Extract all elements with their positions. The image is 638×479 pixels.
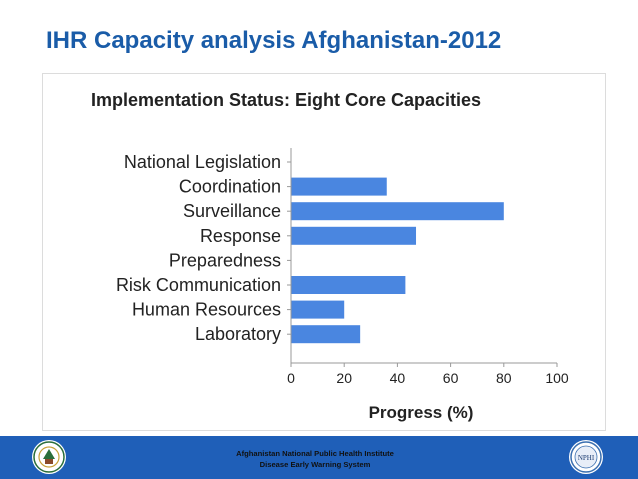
x-tick-label: 60	[443, 370, 459, 386]
anphi-seal-logo	[32, 440, 66, 474]
category-label: Human Resources	[132, 300, 281, 320]
bar	[291, 276, 406, 294]
bar	[291, 177, 387, 196]
chart-frame: Implementation Status: Eight Core Capaci…	[42, 73, 606, 431]
x-tick-label: 40	[390, 370, 406, 386]
category-label: Response	[200, 226, 281, 246]
x-tick-label: 80	[496, 370, 512, 386]
chart-title: Implementation Status: Eight Core Capaci…	[91, 90, 481, 110]
footer-institute-name: Afghanistan National Public Health Insti…	[236, 449, 394, 458]
x-axis-label: Progress (%)	[369, 403, 474, 422]
slide-title: IHR Capacity analysis Afghanistan-2012	[46, 27, 502, 54]
category-label: Coordination	[179, 177, 281, 197]
footer-bar	[0, 436, 638, 479]
category-label: Surveillance	[183, 201, 281, 221]
category-label: Risk Communication	[116, 275, 281, 295]
footer-system-name: Disease Early Warning System	[259, 460, 371, 469]
nphi-logo-text: NPHI	[578, 454, 595, 462]
bar	[291, 325, 361, 344]
category-label: Preparedness	[169, 250, 281, 270]
bar-chart: Implementation Status: Eight Core Capaci…	[91, 90, 569, 422]
x-tick-label: 100	[545, 370, 569, 386]
category-label: Laboratory	[195, 324, 281, 344]
bar	[291, 226, 417, 245]
bar	[291, 202, 504, 221]
bar	[291, 300, 345, 319]
nphi-seal-logo: NPHI	[569, 440, 603, 474]
x-tick-label: 0	[287, 370, 295, 386]
footer-text: Afghanistan National Public Health Insti…	[205, 448, 425, 470]
x-tick-label: 20	[336, 370, 352, 386]
category-label: National Legislation	[124, 152, 281, 172]
